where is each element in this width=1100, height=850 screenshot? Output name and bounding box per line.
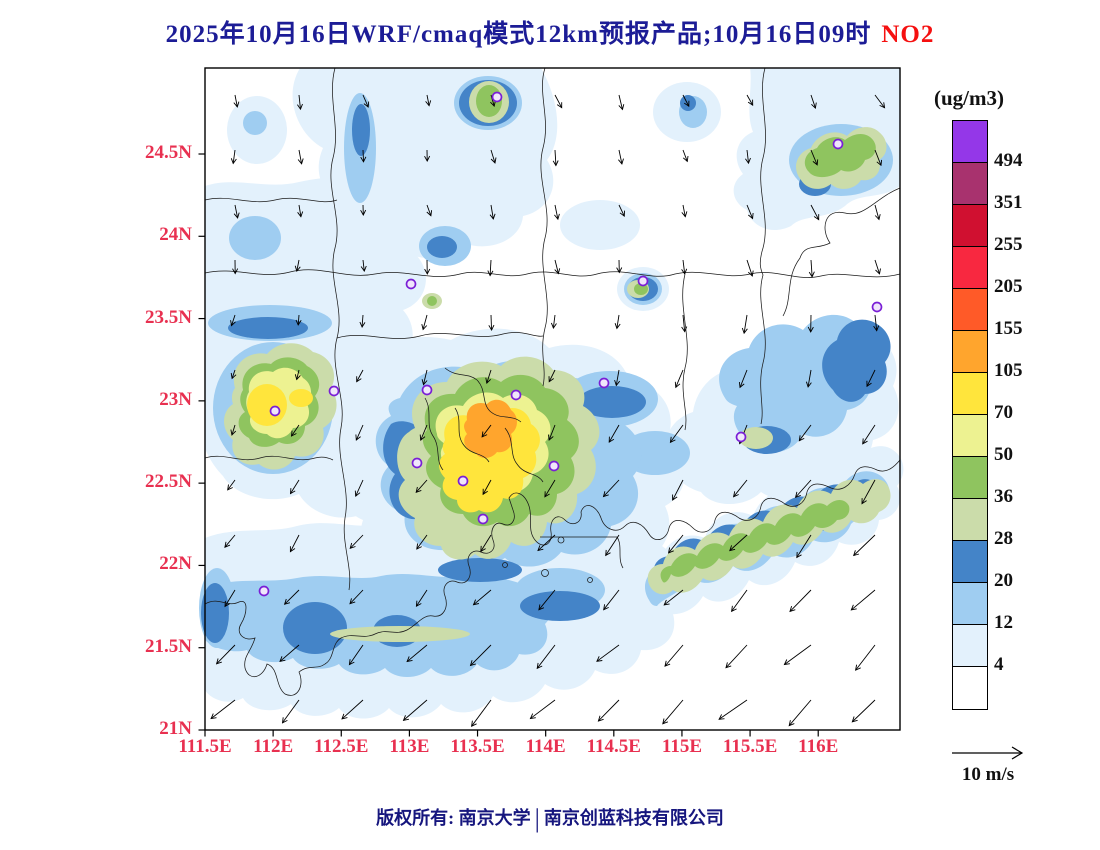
latitude-tick-label: 22N bbox=[159, 553, 192, 575]
colorbar-segment bbox=[953, 583, 987, 625]
station-marker bbox=[510, 389, 522, 401]
colorbar-level-label: 494 bbox=[994, 150, 1023, 171]
colorbar-level-label: 50 bbox=[994, 444, 1013, 465]
latitude-tick-label: 24N bbox=[159, 224, 192, 246]
wind-vectors bbox=[210, 94, 886, 727]
latitude-tick-label: 23N bbox=[159, 388, 192, 410]
station-marker bbox=[258, 585, 270, 597]
station-marker bbox=[457, 475, 469, 487]
colorbar-segment bbox=[953, 373, 987, 415]
longitude-tick-label: 114.5E bbox=[586, 736, 641, 757]
colorbar-level-label: 36 bbox=[994, 486, 1013, 507]
colorbar-level-label: 70 bbox=[994, 402, 1013, 423]
colorbar-segment bbox=[953, 121, 987, 163]
colorbar-level-label: 20 bbox=[994, 570, 1013, 591]
title-text: 2025年10月16日WRF/cmaq模式12km预报产品;10月16日09时 bbox=[165, 21, 872, 48]
station-marker bbox=[735, 431, 747, 443]
colorbar-unit-label: (ug/m3) bbox=[934, 86, 1004, 110]
colorbar-level-label: 12 bbox=[994, 612, 1013, 633]
colorbar-level-label: 351 bbox=[994, 192, 1023, 213]
colorbar-segment bbox=[953, 331, 987, 373]
colorbar-level-label: 155 bbox=[994, 318, 1023, 339]
copyright-owner: 版权所有: 南京大学 bbox=[376, 808, 531, 828]
colorbar-segment bbox=[953, 415, 987, 457]
no2-contour-fills bbox=[199, 68, 904, 719]
map-frame bbox=[204, 67, 901, 731]
station-marker bbox=[269, 405, 281, 417]
longitude-tick-label: 113.5E bbox=[450, 736, 505, 757]
longitude-tick-label: 115.5E bbox=[722, 736, 778, 757]
colorbar-segment bbox=[953, 667, 987, 709]
station-marker bbox=[328, 385, 340, 397]
station-marker bbox=[832, 138, 844, 150]
colorbar-segment bbox=[953, 289, 987, 331]
colorbar-segment bbox=[953, 541, 987, 583]
colorbar-segment bbox=[953, 457, 987, 499]
latitude-tick-label: 21N bbox=[159, 718, 192, 739]
copyright-company: 南京创蓝科技有限公司 bbox=[543, 808, 724, 828]
latitude-axis-labels: 21N 21.5N 22N 22.5N 23N 23.5N 24N 24.5N bbox=[108, 58, 192, 758]
colorbar-segment bbox=[953, 205, 987, 247]
wind-reference-label: 10 m/s bbox=[961, 764, 1015, 785]
latitude-tick-label: 21.5N bbox=[145, 635, 192, 657]
species-label: NO2 bbox=[881, 21, 935, 48]
station-marker bbox=[411, 457, 423, 469]
station-marker bbox=[405, 278, 417, 290]
station-marker bbox=[598, 377, 610, 389]
longitude-tick-label: 111.5E bbox=[178, 736, 232, 757]
colorbar-segment bbox=[953, 247, 987, 289]
longitude-tick-label: 114E bbox=[525, 736, 566, 757]
no2-forecast-map bbox=[198, 67, 904, 737]
latitude-tick-label: 24.5N bbox=[145, 142, 192, 163]
latitude-tick-label: 23.5N bbox=[145, 306, 192, 328]
colorbar-segment bbox=[953, 499, 987, 541]
longitude-tick-label: 116E bbox=[798, 736, 839, 757]
longitude-tick-label: 112E bbox=[253, 736, 294, 757]
longitude-tick-label: 112.5E bbox=[314, 736, 369, 757]
city-markers bbox=[258, 91, 883, 597]
colorbar-level-label: 255 bbox=[994, 234, 1023, 255]
colorbar-tick-labels: 494 351 255 205 155 105 70 50 36 28 20 12 4 bbox=[994, 120, 1064, 740]
colorbar-level-label: 205 bbox=[994, 276, 1023, 297]
colorbar-level-label: 28 bbox=[994, 528, 1013, 549]
longitude-tick-label: 115E bbox=[661, 736, 702, 757]
colorbar-level-label: 4 bbox=[994, 654, 1004, 675]
axis-ticks bbox=[198, 153, 819, 737]
page-title: 2025年10月16日WRF/cmaq模式12km预报产品;10月16日09时 N… bbox=[0, 14, 1100, 50]
colorbar-level-label: 105 bbox=[994, 360, 1023, 381]
colorbar-segment bbox=[953, 625, 987, 667]
latitude-tick-label: 22.5N bbox=[145, 471, 192, 493]
colorbar-segment bbox=[953, 163, 987, 205]
longitude-axis-labels: 111.5E 112E 112.5E 113E 113.5E 114E 114.5E 115E… bbox=[178, 736, 915, 762]
station-marker bbox=[637, 275, 649, 287]
wind-reference-arrow bbox=[952, 746, 1024, 760]
footer-separator: | bbox=[534, 804, 540, 833]
station-marker bbox=[477, 513, 489, 525]
colorbar bbox=[952, 120, 988, 710]
longitude-tick-label: 113E bbox=[389, 736, 430, 757]
coastline-and-borders bbox=[204, 67, 901, 696]
station-marker bbox=[421, 384, 433, 396]
station-marker bbox=[871, 301, 883, 313]
copyright-footer: 版权所有: 南京大学 | 南京创蓝科技有限公司 bbox=[0, 804, 1100, 834]
station-marker bbox=[548, 460, 560, 472]
station-marker bbox=[491, 91, 503, 103]
